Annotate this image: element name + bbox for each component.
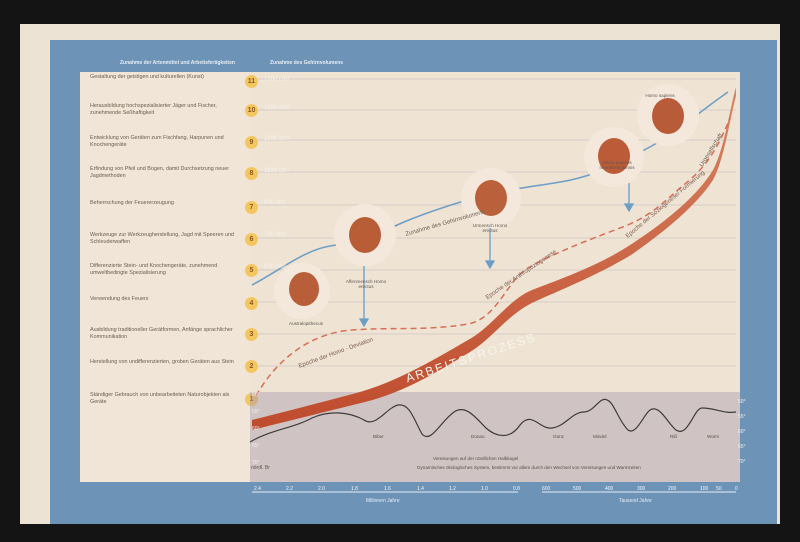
brain-volume-value: 1300 cm³ [264,136,290,142]
x-tick-right: 200 [668,486,677,492]
latitude-right: 60° [738,429,746,435]
row-number: 3 [245,328,258,341]
row-number: 7 [245,201,258,214]
glaciation-label: Biber [373,434,384,439]
brain-volume-value: 700 cm³ [264,232,286,238]
row-text: Herstellung von undifferenzierten, grobe… [90,359,234,365]
row-text: Verwendung des Feuers [90,296,149,302]
label-neanderthal: Homo sapiens neanderthalensis [599,160,635,171]
portrait-face-5 [652,98,684,134]
row-text: Gestaltung der geistigen und kulturellen… [90,74,204,80]
row-text: Beherrschung der Feuererzeugung [90,200,174,206]
glacial-subtitle: Dynamisches ökologisches System, bestimm… [417,465,641,470]
x-tick-left: 2.4 [254,486,261,492]
row-number: 4 [245,297,258,310]
latitude-right: 70° [738,459,746,465]
header-left: Zunahme der Artenmittel und Arbeitsferti… [120,60,235,66]
portrait-face-3 [475,180,507,216]
label-sapiens: Homo sapiens [645,93,675,98]
latitude-left: 70° [252,460,260,466]
x-tick-left: 1.2 [449,486,456,492]
x-tick-right: 400 [605,486,614,492]
x-tick-right: 100 [700,486,709,492]
row-number: 5 [245,264,258,277]
brain-volume-value: 1100 cm³ [264,168,289,174]
glaciation-label: Mindel [593,434,607,439]
x-tick-left: 2.0 [318,486,325,492]
latitude-unit: nördl. Br [251,465,270,471]
row-text: Werkzeuge zur Werkzeugherstellung, Jagd … [90,232,234,245]
latitude-right: 65° [738,444,746,450]
x-tick-right: 300 [637,486,646,492]
row-number: 1 [245,393,258,406]
latitude-right: 50° [738,399,746,405]
row-number: 8 [245,167,258,180]
row-text: Entwicklung von Geräten zum Fischfang, H… [90,135,224,148]
x-axis-left-label: Millionen Jahre [366,498,400,504]
left-panel [80,72,250,482]
row-text: Differenzierte Stein- und Knochengeräte,… [90,263,218,276]
x-tick-right: 600 [542,486,551,492]
glaciation-label: Riß [670,434,678,439]
label-affenmensch: Affenmensch Homo erectus [345,279,387,290]
row-number: 10 [245,104,258,117]
portrait-arrows [358,182,635,328]
brain-volume-value: 900 cm³ [264,200,286,206]
glacial-title: Vereisungen auf der nördlichen Halbkugel [433,456,519,461]
x-tick-right: 0 [735,486,738,492]
label-urmensch: Urmensch Homo erectus [472,223,508,234]
brain-volume-value: 500 cm³ [264,264,286,270]
portrait-face-4 [598,138,630,174]
homo-epoch-curve [255,117,731,397]
portrait-face-1 [289,272,319,306]
x-tick-left: 1.4 [417,486,424,492]
portrait-face-2 [349,217,381,253]
brain-volume-value: 1500 cm³ [264,105,290,111]
latitude-right: 55° [738,414,746,420]
glaciation-label: Donau [471,434,485,439]
latitude-left: 65° [252,443,260,449]
x-tick-left: 1.0 [481,486,488,492]
row-text: Erfindung von Pfeil und Bogen, damit Dur… [90,166,230,179]
glacial-curve [249,398,737,443]
x-tick-left: 2.2 [286,486,293,492]
x-tick-left: 1.8 [351,486,358,492]
brain-volume-value: 1700 cm³ [264,77,290,83]
latitude-left: 60° [252,426,260,432]
x-tick-left: 0.8 [513,486,520,492]
row-number: 2 [245,360,258,373]
row-text: Ständiger Gebrauch von unbearbeiteten Na… [90,392,230,405]
x-tick-left: 1.6 [384,486,391,492]
row-number: 11 [245,75,258,88]
row-text: Herausbildung hochspezialisierter Jäger … [90,103,217,116]
row-number: 9 [245,136,258,149]
label-australopithecus: Australopithecus [289,321,323,326]
header-right: Zunahme des Gehirnvolumens [270,60,344,66]
x-tick-right: 50 [716,486,722,492]
x-tick-right: 500 [573,486,582,492]
glaciation-label: Günz [553,434,564,439]
latitude-left: 50° [252,392,260,398]
row-number: 6 [245,233,258,246]
x-axis-right-label: Tausend Jahre [619,498,652,504]
glaciation-label: Würm [707,434,720,439]
row-text: Ausbildung traditioneller Gerätformen, A… [90,327,233,340]
latitude-left: 55° [252,409,260,415]
